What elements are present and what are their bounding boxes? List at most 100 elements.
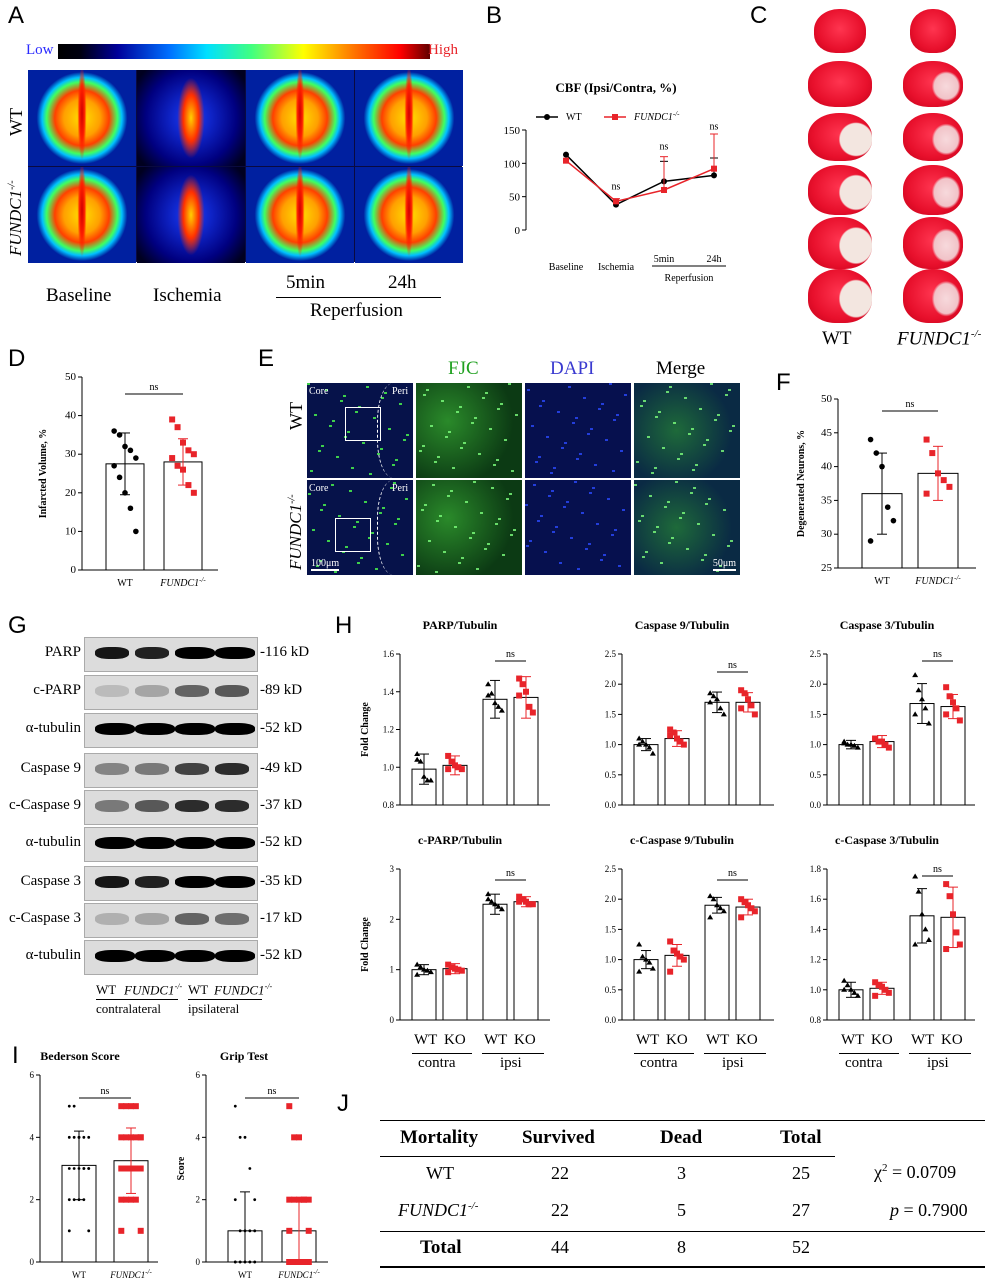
protein-band — [135, 913, 169, 925]
data-point — [87, 1167, 91, 1170]
kd-label: -35 kD — [260, 873, 303, 889]
cell-speck — [360, 557, 363, 559]
chart-title: Caspase 9/Tubulin — [635, 618, 730, 632]
fjc-image-tile — [416, 480, 522, 575]
table-header-survived: Survived — [522, 1127, 595, 1148]
y-tick-label: 1.5 — [605, 709, 617, 719]
band-label: c-Caspase 3 — [8, 910, 81, 926]
cell-speck — [603, 554, 606, 556]
table-row-wt-survived: 22 — [551, 1163, 569, 1183]
data-point — [287, 1104, 291, 1108]
cell-speck — [426, 389, 429, 391]
data-point — [884, 504, 891, 510]
data-point — [495, 903, 502, 909]
data-point — [523, 898, 529, 905]
bar — [442, 968, 468, 1021]
cell-speck — [332, 420, 335, 422]
cell-speck — [574, 481, 577, 483]
slice-label-wt: WT — [822, 328, 852, 349]
ns-annotation: ns — [506, 649, 515, 660]
ns-annotation: ns — [906, 399, 915, 410]
cell-speck — [587, 433, 590, 435]
data-point — [751, 711, 758, 718]
brain-slice — [808, 113, 872, 161]
scale-bar-right: 50μm — [712, 558, 736, 571]
cell-speck — [526, 545, 529, 547]
group-rule — [839, 1053, 899, 1054]
y-tick-label: 0 — [515, 225, 521, 237]
infarct-border — [377, 480, 413, 575]
data-point — [851, 989, 858, 995]
data-point — [495, 703, 502, 709]
cell-speck — [677, 458, 680, 460]
y-tick-label: 150 — [504, 125, 521, 137]
data-point — [485, 692, 492, 698]
cell-speck — [450, 490, 453, 492]
cell-speck — [614, 529, 617, 531]
western-blot: PARP -116 kD c-PARP -89 kD α-tubulin -52 kD Ca… — [0, 635, 330, 1035]
data-point — [119, 1167, 123, 1170]
group-label: contralateral — [96, 1001, 161, 1016]
data-point — [414, 756, 421, 762]
cell-speck — [730, 540, 733, 542]
table-row-fundc1-survived: 22 — [551, 1200, 569, 1220]
cell-speck — [493, 464, 496, 466]
chart-title: Bederson Score — [40, 1049, 120, 1063]
h-xlabel-group: WT KO WT KO contra ipsi — [634, 1032, 774, 1082]
data-point — [526, 901, 533, 908]
data-point — [519, 681, 526, 688]
cell-speck — [589, 492, 592, 494]
data-point — [82, 1198, 86, 1202]
col-label-5min: 5min — [286, 272, 326, 293]
core-label: Core — [309, 483, 329, 494]
cell-speck — [575, 417, 578, 419]
cell-speck — [448, 431, 451, 433]
data-point — [133, 455, 139, 461]
y-tick-label: 0.5 — [605, 985, 617, 995]
cell-speck — [321, 445, 324, 447]
data-point — [915, 687, 922, 693]
cell-speck — [716, 570, 719, 572]
data-point — [133, 528, 139, 535]
x-label-ko: KO — [444, 1032, 466, 1048]
data-point — [427, 969, 434, 975]
row-label-fundc1: FUNDC1-/- — [6, 180, 25, 256]
cell-speck — [675, 481, 678, 483]
lane-label: WT — [188, 982, 209, 997]
cell-speck — [469, 537, 472, 539]
cell-speck — [654, 467, 657, 469]
data-point — [674, 950, 680, 957]
data-point — [297, 1135, 301, 1139]
kd-label: -52 kD — [260, 947, 303, 963]
kd-label: -37 kD — [260, 797, 303, 813]
cell-speck — [642, 556, 645, 558]
x-label-ko: KO — [666, 1032, 688, 1048]
y-tick-label: 0.0 — [605, 1015, 617, 1025]
data-point — [116, 432, 123, 438]
cell-speck — [668, 542, 671, 544]
data-point — [134, 1167, 138, 1170]
panel-label-h: H — [335, 612, 353, 639]
data-point — [667, 726, 674, 733]
data-point — [498, 906, 505, 912]
data-point — [492, 901, 498, 907]
data-point — [516, 675, 523, 682]
cell-speck — [430, 425, 433, 427]
data-point — [516, 898, 523, 905]
chi-square-stat: χ2 = 0.0709 — [874, 1162, 957, 1182]
cell-speck — [605, 439, 608, 441]
data-point — [661, 187, 667, 193]
data-point — [929, 450, 936, 457]
group-label-ipsi: ipsi — [722, 1055, 744, 1071]
data-point — [414, 751, 421, 757]
data-point — [122, 490, 128, 496]
data-point — [613, 198, 619, 205]
header-dapi: DAPI — [550, 358, 595, 379]
row-label-wt: WT — [6, 108, 26, 136]
data-point — [119, 1229, 123, 1233]
data-point — [307, 1260, 311, 1264]
cell-speck — [714, 419, 717, 421]
protein-band — [215, 837, 255, 849]
y-tick-label: 1.6 — [810, 894, 822, 904]
cell-speck — [620, 450, 623, 452]
